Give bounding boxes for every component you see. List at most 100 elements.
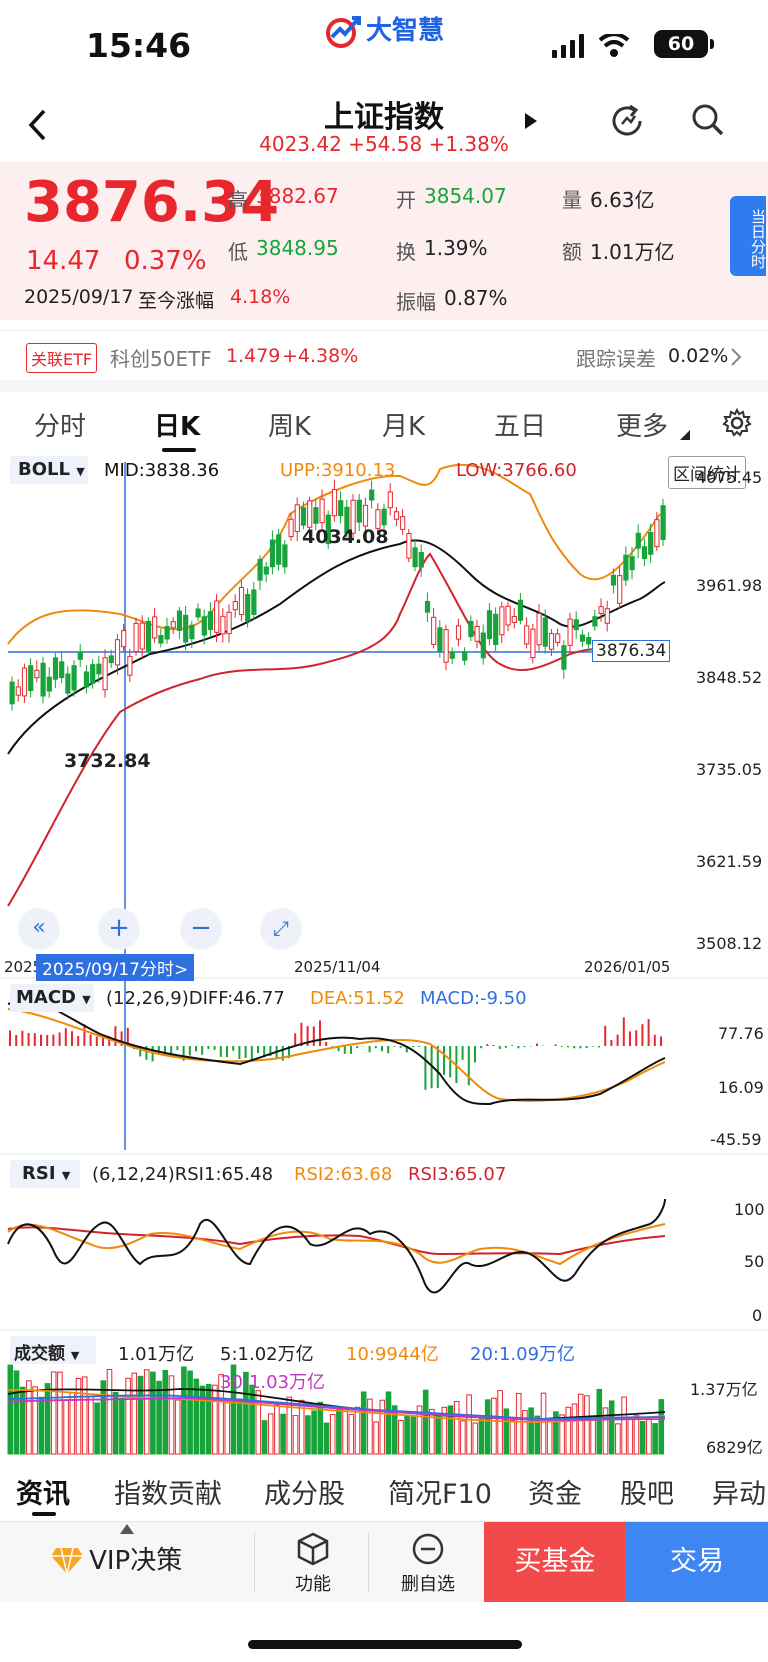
x-label: 2025/11/04 <box>294 958 381 976</box>
candle-body <box>424 600 431 613</box>
volume-bar <box>484 1399 491 1455</box>
volume-bar <box>131 1372 138 1455</box>
candle-body <box>406 533 412 559</box>
candle-body <box>201 616 207 636</box>
candle-body <box>579 634 586 642</box>
candle-body <box>623 554 629 581</box>
candle-body <box>331 488 338 517</box>
volume-bar <box>38 1396 45 1455</box>
vip-label: VIP决策 <box>89 1546 183 1576</box>
candle-body <box>220 615 226 635</box>
volume-bar <box>441 1406 448 1455</box>
tab-constituents[interactable]: 成分股 <box>264 1479 345 1510</box>
volume-bar <box>633 1415 640 1455</box>
intraday-button[interactable]: 当日分时 <box>730 196 767 276</box>
candle-body <box>319 498 325 524</box>
tab-funds[interactable]: 资金 <box>528 1479 582 1510</box>
refresh-icon[interactable] <box>608 102 646 140</box>
candle-body <box>288 518 294 538</box>
candle-body <box>660 505 666 541</box>
range-stats-button[interactable]: 区间统计 <box>668 456 746 489</box>
candle-body <box>641 546 648 560</box>
candle-body <box>536 612 542 646</box>
volume-bar <box>422 1389 429 1455</box>
tracking-error-label: 跟踪误差 <box>576 347 656 371</box>
fullscreen-icon[interactable]: ⤢ <box>260 908 302 950</box>
volume-bar <box>329 1413 336 1455</box>
candle-body <box>350 499 356 534</box>
brand-logo: 大智慧 <box>326 10 444 49</box>
volume-bar <box>348 1413 355 1455</box>
search-icon[interactable] <box>690 102 726 138</box>
candle-body <box>375 509 381 529</box>
boll-indicator-select[interactable]: BOLL ▼ <box>10 456 88 484</box>
rsi-indicator-select[interactable]: RSI ▼ <box>10 1160 80 1188</box>
vip-decision-button[interactable]: VIP决策 <box>50 1540 182 1584</box>
macd-diff-line <box>7 1000 666 1106</box>
tab-intraday[interactable]: 分时 <box>34 412 87 442</box>
candle-body <box>71 665 77 691</box>
kline-chart-area[interactable]: BOLL ▼ MID:3838.36 UPP:3910.13 LOW:3766.… <box>0 454 768 1459</box>
tab-weekly-k[interactable]: 周K <box>268 412 312 442</box>
candle-body <box>393 511 400 520</box>
y-label: 6829亿 <box>706 1438 763 1457</box>
tab-anomaly[interactable]: 异动 <box>712 1479 766 1510</box>
function-button[interactable]: 功能 <box>290 1532 336 1596</box>
candle-body <box>381 508 387 526</box>
volume-bar <box>292 1415 299 1455</box>
settings-gear-icon[interactable] <box>722 408 752 438</box>
remove-watchlist-button[interactable]: 删自选 <box>396 1532 460 1596</box>
volume-bar <box>298 1399 305 1455</box>
tab-forum[interactable]: 股吧 <box>620 1479 674 1510</box>
volume-bars <box>7 1364 665 1455</box>
cursor-date-tag[interactable]: 2025/09/17分时> <box>36 954 195 981</box>
tab-monthly-k[interactable]: 月K <box>382 412 426 442</box>
volume-bar <box>621 1396 627 1455</box>
cursor-date: 2025/09/17 <box>24 286 134 308</box>
tab-index-contribution[interactable]: 指数贡献 <box>114 1479 222 1510</box>
vol-ma20-line <box>7 1394 666 1420</box>
tab-f10[interactable]: 简况F10 <box>388 1479 492 1510</box>
amount-label: 额 <box>562 240 582 264</box>
zoom-in-icon[interactable]: + <box>98 908 140 950</box>
tab-news[interactable]: 资讯 <box>16 1479 70 1510</box>
candle-body <box>96 663 102 675</box>
volume-bar <box>125 1377 131 1455</box>
volume-bar <box>187 1370 193 1455</box>
zoom-out-icon[interactable]: − <box>180 908 222 950</box>
volume-indicator-select[interactable]: 成交额 ▼ <box>10 1336 96 1364</box>
macd-indicator-select[interactable]: MACD ▼ <box>10 984 94 1012</box>
etf-pct: +4.38% <box>282 345 359 367</box>
volume-bar <box>261 1420 268 1455</box>
scroll-back-icon[interactable]: « <box>18 908 60 950</box>
next-index-icon[interactable] <box>524 112 538 130</box>
volume-bar <box>311 1410 317 1455</box>
buy-fund-button[interactable]: 买基金 <box>484 1522 626 1602</box>
tab-five-day[interactable]: 五日 <box>494 412 547 442</box>
candle-body <box>338 500 344 517</box>
candle-body <box>28 665 34 692</box>
tab-more[interactable]: 更多 <box>616 412 669 442</box>
volume-bar <box>100 1380 107 1455</box>
back-icon[interactable] <box>26 108 50 142</box>
etf-name: 科创50ETF <box>110 347 212 371</box>
volume-bar <box>336 1408 342 1455</box>
volume-bar <box>391 1405 398 1455</box>
sub-change: +54.58 <box>348 132 423 156</box>
expand-up-icon[interactable] <box>120 1524 134 1534</box>
macd-name: MACD <box>16 987 76 1008</box>
macd-histogram <box>9 1017 662 1090</box>
candle-body <box>573 619 579 631</box>
tab-daily-k[interactable]: 日K <box>154 412 201 442</box>
candle-body <box>468 620 474 638</box>
open-label: 开 <box>396 188 416 212</box>
kline-chart-svg[interactable] <box>0 454 768 1459</box>
trade-button[interactable]: 交易 <box>626 1522 768 1602</box>
y-label: 3735.05 <box>696 760 763 779</box>
y-label: 3848.52 <box>696 668 763 687</box>
candle-body <box>189 624 195 640</box>
candle-body <box>238 587 245 616</box>
candle-body <box>313 507 319 524</box>
related-etf-row[interactable]: 关联ETF 科创50ETF 1.479 +4.38% 跟踪误差 0.02% <box>0 330 768 386</box>
low-label: 低 <box>228 240 248 264</box>
